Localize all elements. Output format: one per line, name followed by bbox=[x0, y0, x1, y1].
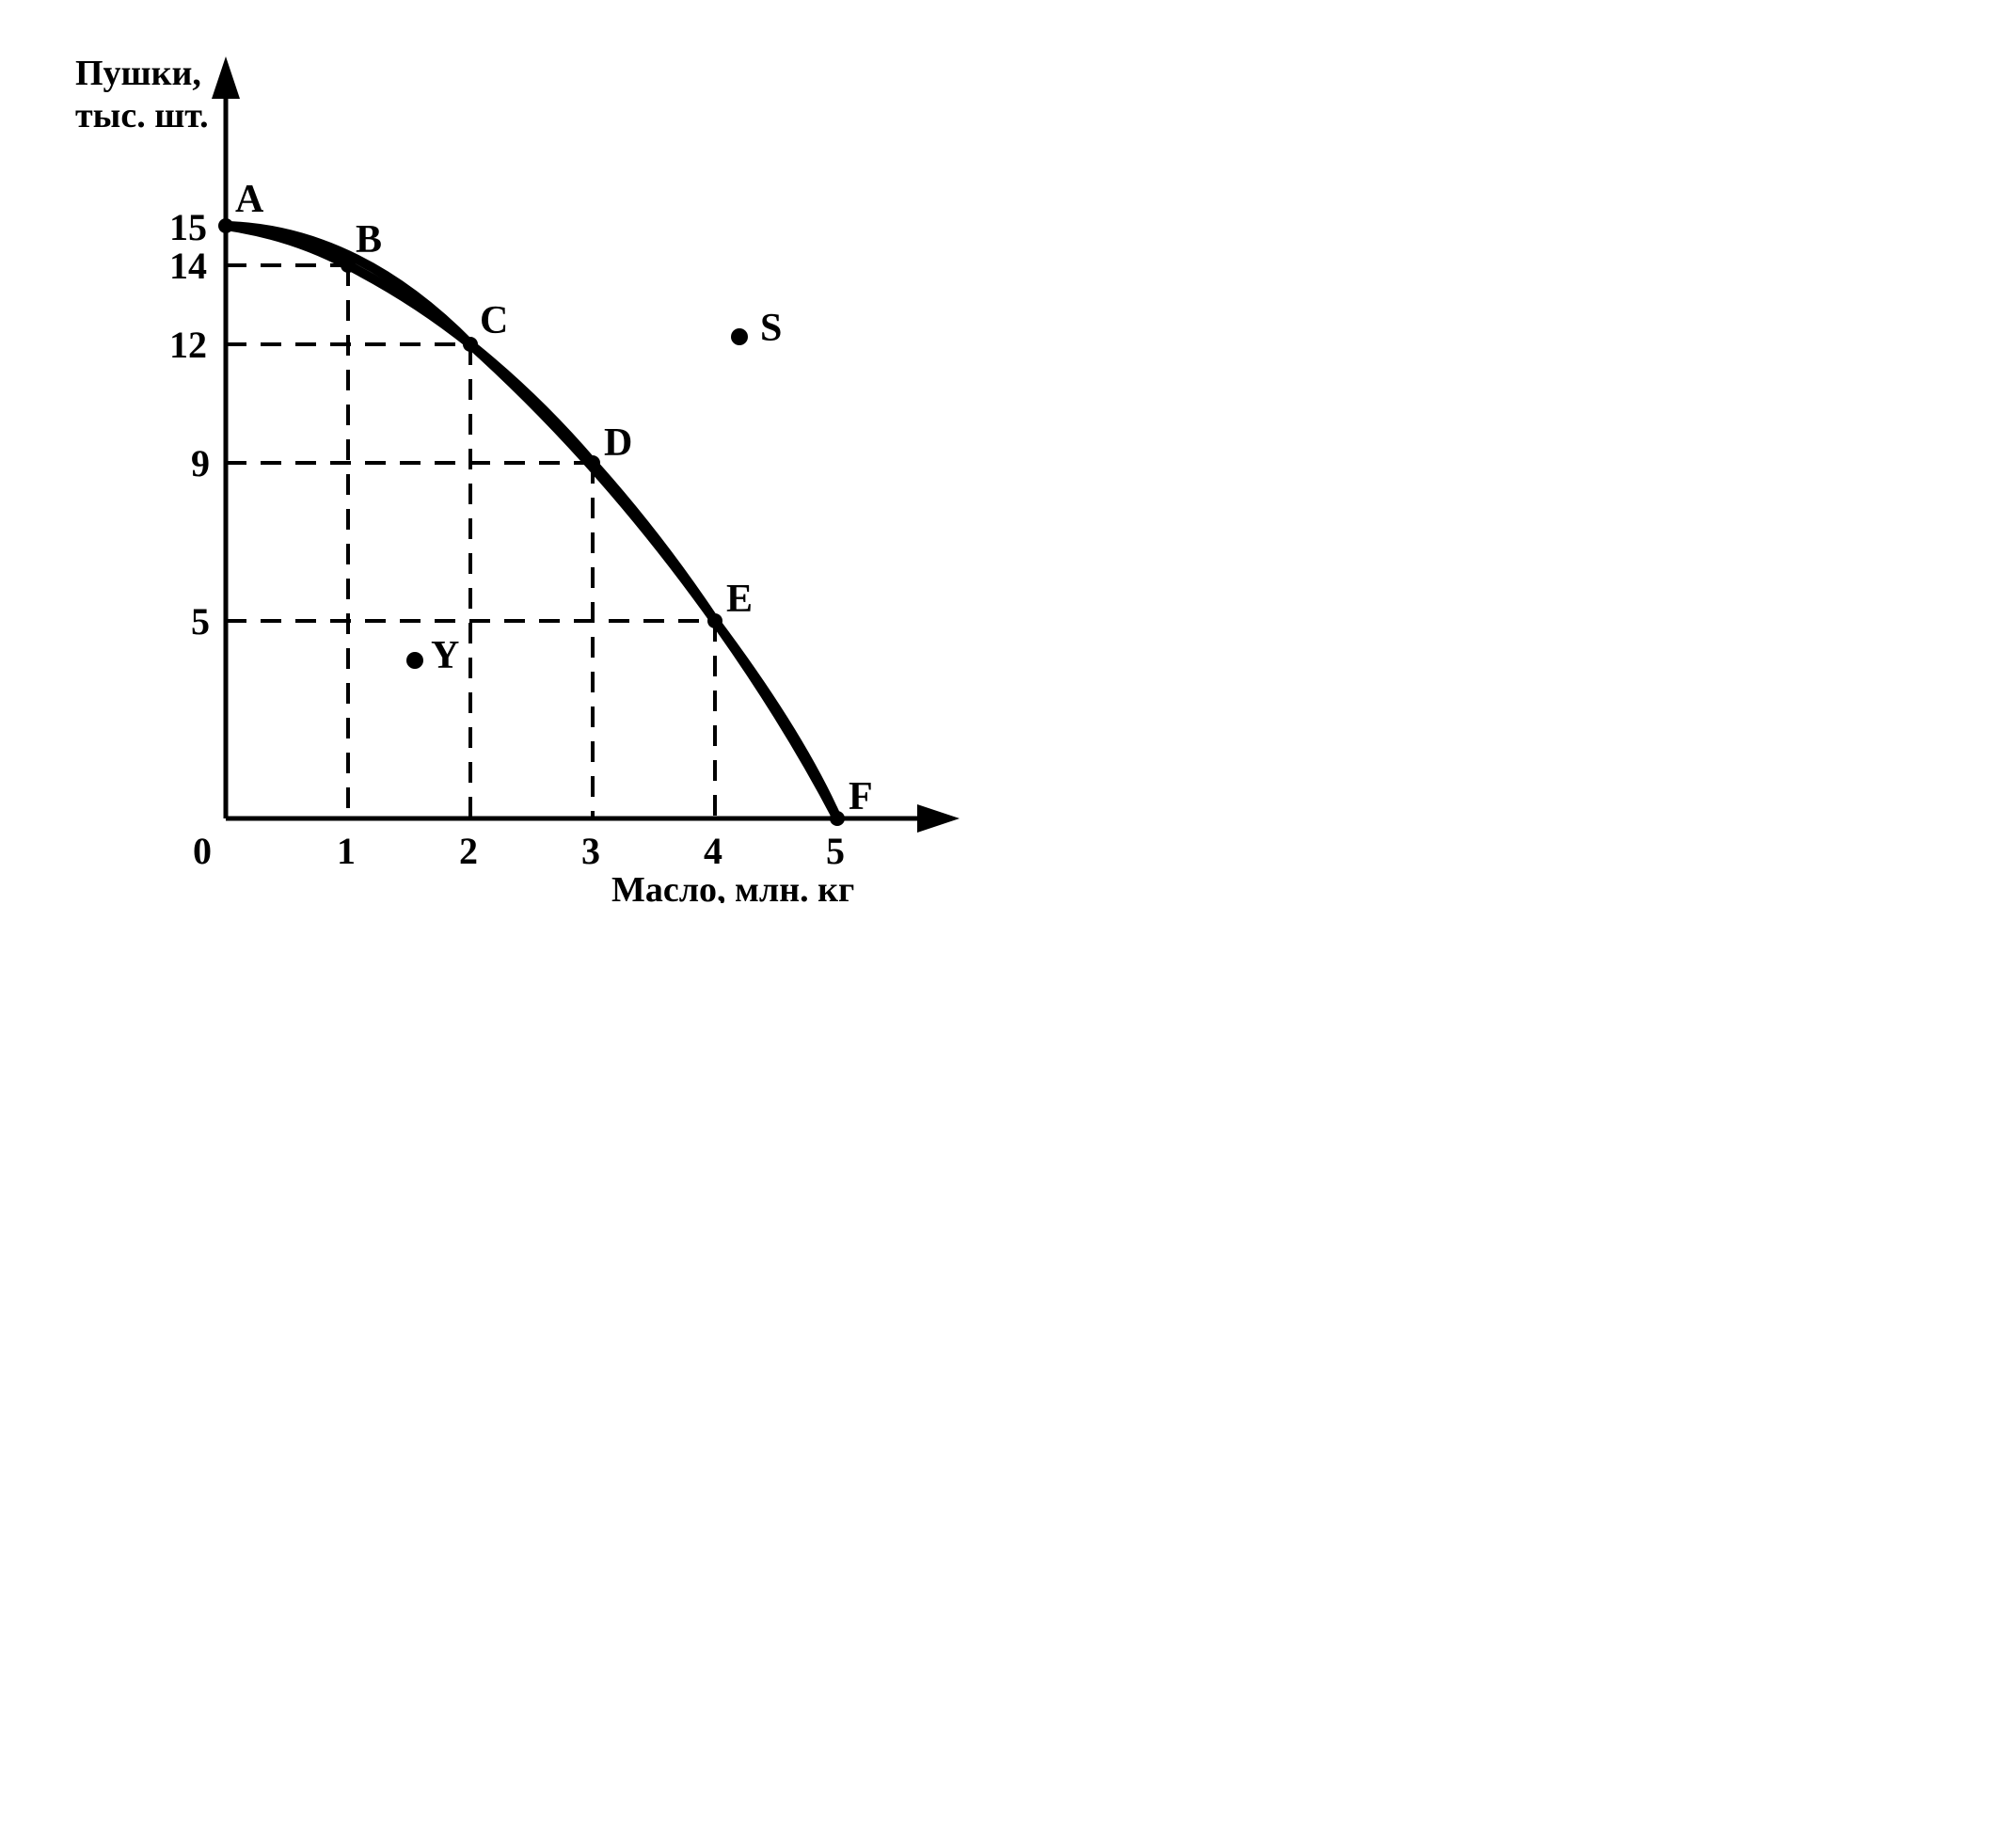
y-axis-label-line2: тыс. шт. bbox=[75, 96, 209, 135]
point-s bbox=[731, 328, 748, 345]
point-c bbox=[463, 337, 478, 352]
label-y: Y bbox=[431, 634, 459, 677]
ytick-15: 15 bbox=[169, 206, 207, 248]
xtick-4: 4 bbox=[704, 830, 722, 872]
ppf-curve bbox=[226, 226, 837, 818]
ytick-14: 14 bbox=[169, 245, 207, 287]
label-b: B bbox=[356, 218, 382, 262]
chart-svg: Пушки, тыс. шт. bbox=[38, 38, 978, 903]
label-s: S bbox=[760, 307, 782, 350]
label-c: C bbox=[480, 299, 508, 342]
label-d: D bbox=[604, 421, 632, 465]
point-f bbox=[830, 811, 845, 826]
ppf-chart: Пушки, тыс. шт. bbox=[38, 38, 978, 903]
origin-label: 0 bbox=[193, 830, 212, 872]
point-a bbox=[218, 218, 233, 233]
ytick-9: 9 bbox=[191, 442, 210, 484]
x-axis-label: Масло, млн. кг bbox=[611, 870, 854, 903]
label-a: A bbox=[235, 178, 264, 221]
point-e bbox=[707, 613, 722, 628]
ytick-12: 12 bbox=[169, 324, 207, 366]
point-d bbox=[585, 455, 600, 470]
ppf-curve-main bbox=[226, 226, 837, 818]
ytick-5: 5 bbox=[191, 600, 210, 643]
y-axis-label-line1: Пушки, bbox=[75, 54, 201, 93]
xtick-1: 1 bbox=[337, 830, 356, 872]
xtick-3: 3 bbox=[581, 830, 600, 872]
point-b bbox=[341, 258, 356, 273]
xtick-5: 5 bbox=[826, 830, 845, 872]
label-f: F bbox=[849, 775, 873, 818]
point-y bbox=[406, 652, 423, 669]
xtick-2: 2 bbox=[459, 830, 478, 872]
x-axis-arrow bbox=[917, 804, 960, 833]
label-e: E bbox=[726, 578, 753, 621]
y-axis-arrow bbox=[212, 56, 240, 99]
